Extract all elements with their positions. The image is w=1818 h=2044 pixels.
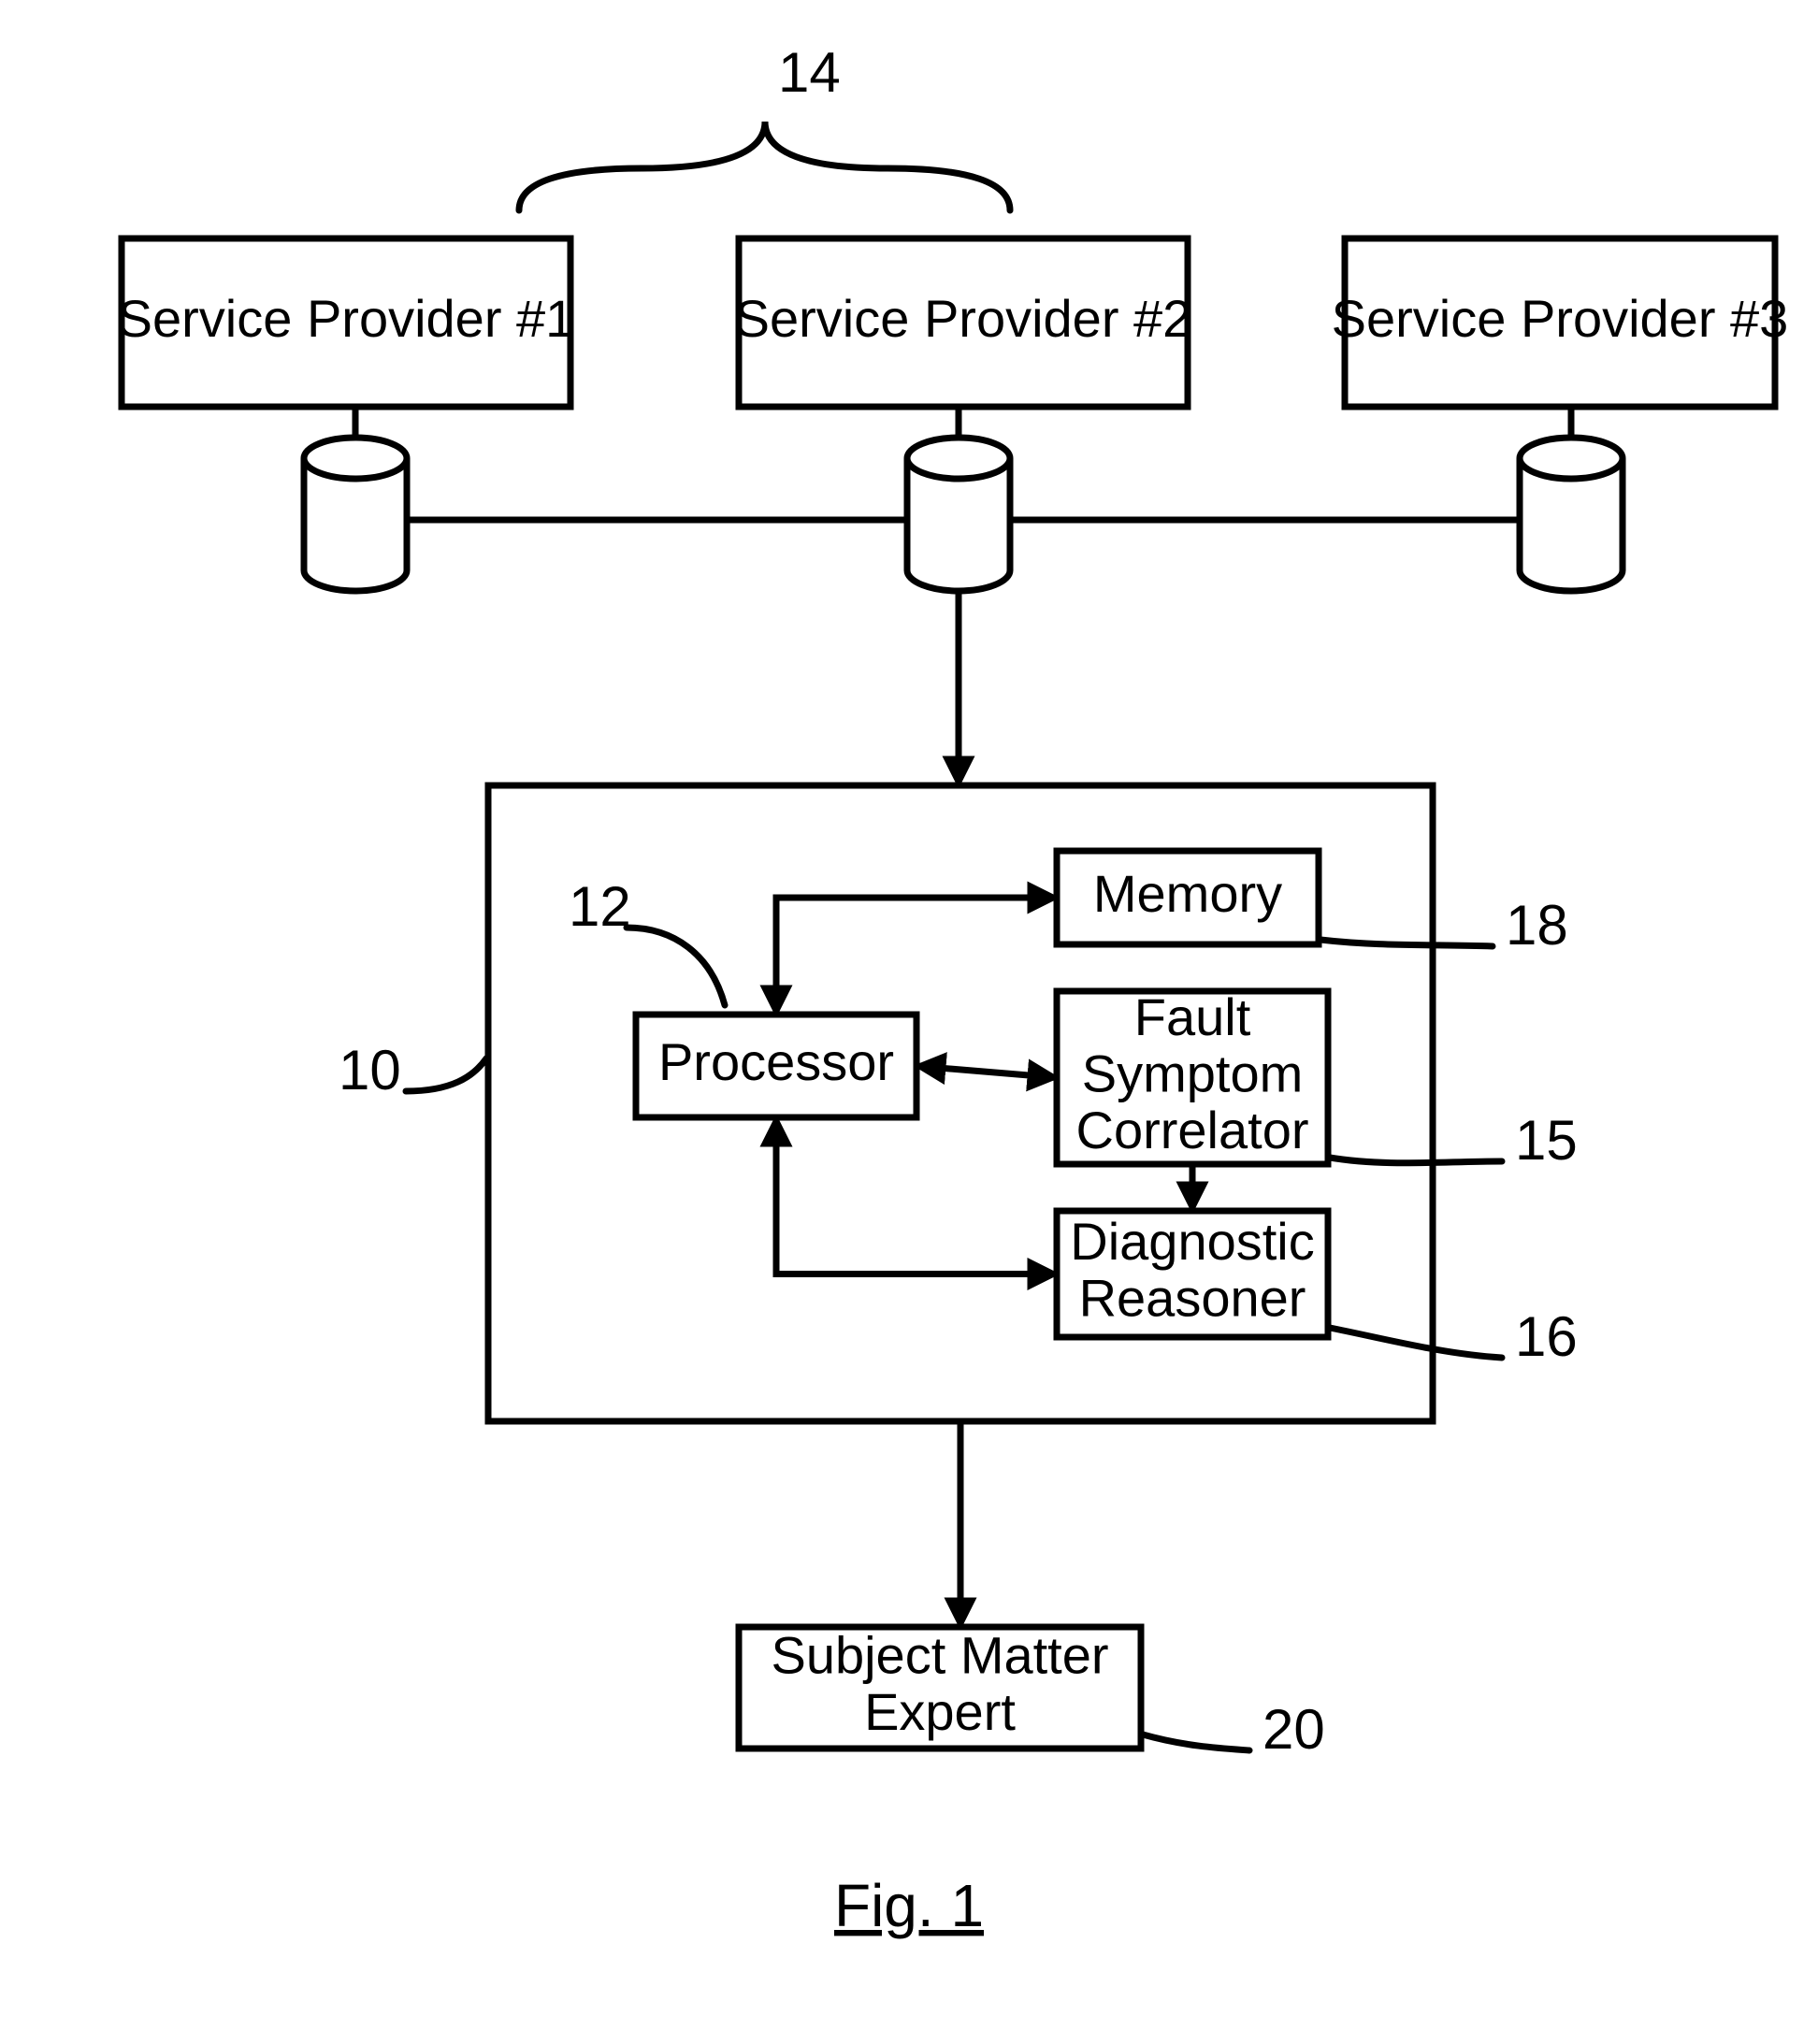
ref-r20: 20 — [1262, 1698, 1325, 1761]
ref-r18: 18 — [1506, 894, 1568, 957]
sp1-label: Service Provider #1 — [118, 289, 575, 348]
ref-r10: 10 — [339, 1039, 401, 1101]
conn-proc-diag — [776, 1117, 1057, 1274]
c1-top — [304, 438, 407, 479]
ref-r16: 16 — [1515, 1305, 1578, 1368]
leader-l20 — [1143, 1735, 1249, 1750]
leader-l18 — [1320, 940, 1493, 946]
sp3-label: Service Provider #3 — [1332, 289, 1789, 348]
leader-l10 — [406, 1058, 486, 1091]
figure-caption: Fig. 1 — [834, 1872, 984, 1939]
diag-label: Diagnostic — [1070, 1212, 1314, 1271]
c2-top — [907, 438, 1010, 479]
c3-top — [1520, 438, 1623, 479]
sp2-label: Service Provider #2 — [735, 289, 1192, 348]
sme-label: Subject Matter — [771, 1626, 1108, 1685]
leader-l15 — [1330, 1158, 1502, 1163]
fsc-label: Fault — [1134, 987, 1251, 1046]
conn-proc-fsc — [916, 1066, 1057, 1078]
diag-label: Reasoner — [1079, 1269, 1306, 1328]
conn-proc-mem — [776, 898, 1057, 1015]
ref-r15: 15 — [1515, 1109, 1578, 1172]
fsc-label: Correlator — [1076, 1101, 1309, 1159]
proc-label: Processor — [658, 1032, 894, 1091]
mem-label: Memory — [1093, 864, 1282, 923]
ref-r12: 12 — [569, 875, 631, 938]
ref-r14: 14 — [778, 41, 841, 104]
brace-14 — [519, 122, 1010, 210]
leader-l16 — [1330, 1328, 1502, 1358]
fsc-label: Symptom — [1082, 1044, 1304, 1102]
leader-l12 — [627, 928, 725, 1005]
sme-label: Expert — [864, 1682, 1016, 1741]
